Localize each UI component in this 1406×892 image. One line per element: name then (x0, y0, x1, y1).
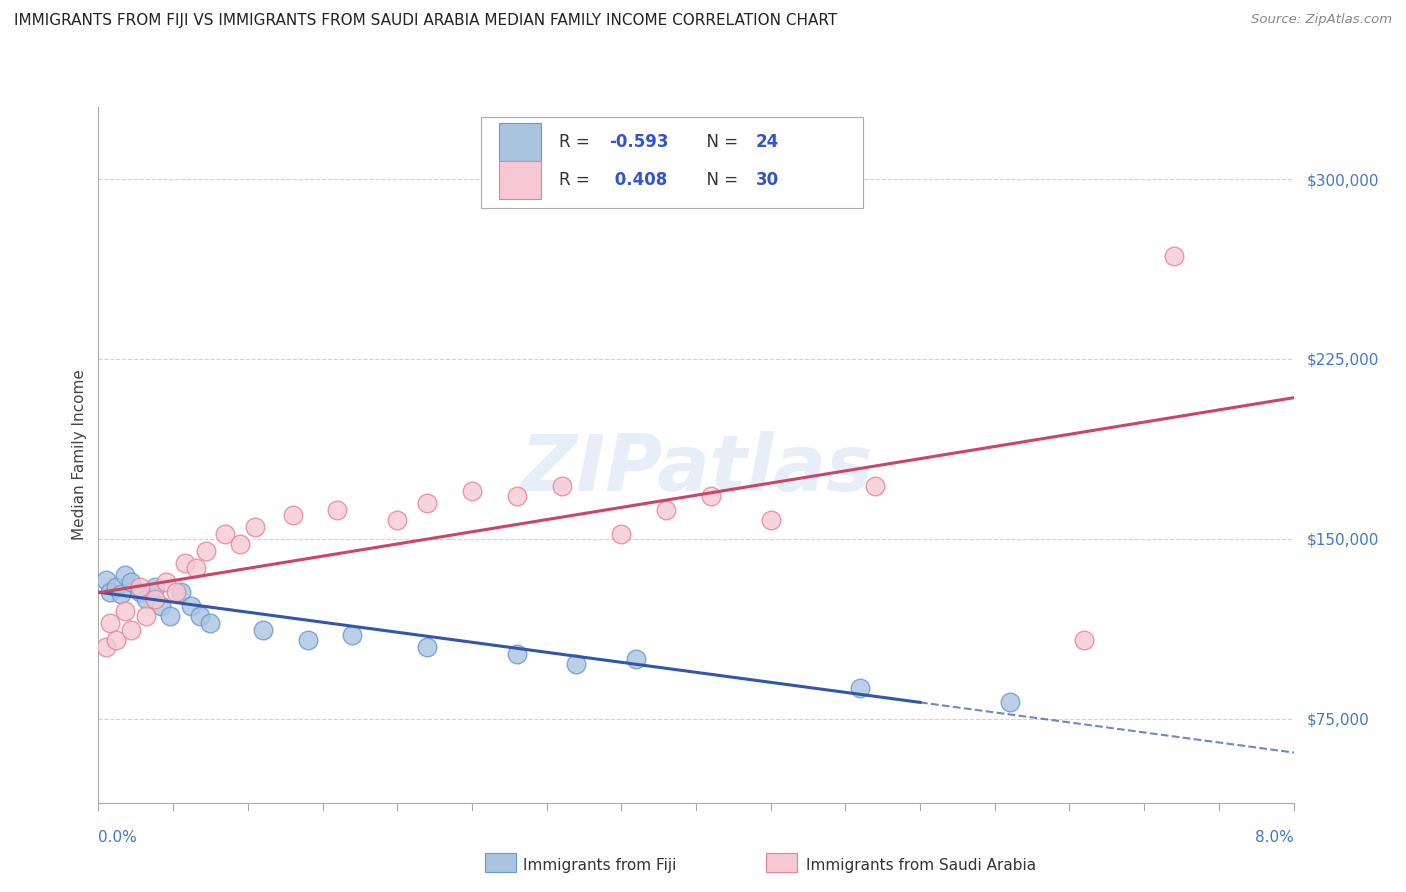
Point (565, 657, 588, 671)
Point (506, 489, 529, 503)
Point (998, 695, 1021, 709)
Text: N =: N = (696, 133, 744, 151)
Point (143, 580, 166, 594)
Text: 24: 24 (756, 133, 779, 151)
FancyBboxPatch shape (499, 161, 540, 199)
Point (159, 608, 181, 623)
FancyBboxPatch shape (481, 118, 863, 208)
Point (135, 608, 157, 623)
Text: 30: 30 (756, 171, 779, 189)
Point (200, 615, 222, 630)
Text: -0.593: -0.593 (609, 133, 668, 151)
Point (105, 580, 128, 594)
Text: Source: ZipAtlas.com: Source: ZipAtlas.com (1251, 13, 1392, 27)
Point (98, 584, 122, 599)
Point (129, 584, 152, 599)
Point (326, 503, 349, 517)
Point (129, 580, 152, 594)
Point (655, 503, 678, 517)
Point (1073, 632, 1095, 647)
Text: Immigrants from Saudi Arabia: Immigrants from Saudi Arabia (806, 858, 1036, 872)
Point (214, 527, 236, 541)
Point (94, 640, 117, 654)
Text: R =: R = (558, 171, 595, 189)
Point (114, 567, 136, 582)
Text: 0.0%: 0.0% (98, 830, 138, 845)
Point (184, 560, 207, 574)
Point (297, 632, 319, 647)
Point (188, 608, 211, 623)
Point (120, 623, 142, 637)
Point (245, 520, 267, 534)
Point (143, 591, 166, 606)
Point (135, 591, 157, 606)
Point (194, 544, 217, 558)
Point (155, 575, 177, 590)
Point (229, 537, 252, 551)
Point (110, 587, 132, 601)
Point (385, 513, 409, 527)
Text: N =: N = (696, 171, 744, 189)
Point (863, 479, 886, 493)
Point (849, 681, 872, 695)
Point (759, 513, 782, 527)
Text: R =: R = (558, 133, 595, 151)
Text: 8.0%: 8.0% (1254, 830, 1294, 845)
Point (252, 623, 274, 637)
Point (94, 573, 117, 587)
Text: Immigrants from Fiji: Immigrants from Fiji (523, 858, 676, 872)
Point (1163, 249, 1185, 263)
Point (105, 632, 128, 647)
Point (98, 615, 122, 630)
Point (342, 628, 364, 642)
Text: IMMIGRANTS FROM FIJI VS IMMIGRANTS FROM SAUDI ARABIA MEDIAN FAMILY INCOME CORREL: IMMIGRANTS FROM FIJI VS IMMIGRANTS FROM … (14, 13, 838, 29)
Point (120, 575, 142, 590)
FancyBboxPatch shape (499, 123, 540, 161)
Point (180, 599, 202, 613)
Y-axis label: Median Family Income: Median Family Income (72, 369, 87, 541)
Point (416, 640, 439, 654)
Point (461, 483, 484, 498)
Text: 0.408: 0.408 (609, 171, 666, 189)
Point (506, 647, 529, 661)
Point (169, 584, 191, 599)
Point (416, 496, 439, 510)
Point (624, 652, 647, 666)
Text: ZIPatlas: ZIPatlas (520, 431, 872, 507)
Point (700, 489, 723, 503)
Point (165, 584, 187, 599)
Point (281, 508, 304, 522)
Point (550, 479, 572, 493)
Point (150, 599, 173, 613)
Point (114, 604, 136, 618)
Point (174, 556, 197, 570)
Point (610, 527, 633, 541)
